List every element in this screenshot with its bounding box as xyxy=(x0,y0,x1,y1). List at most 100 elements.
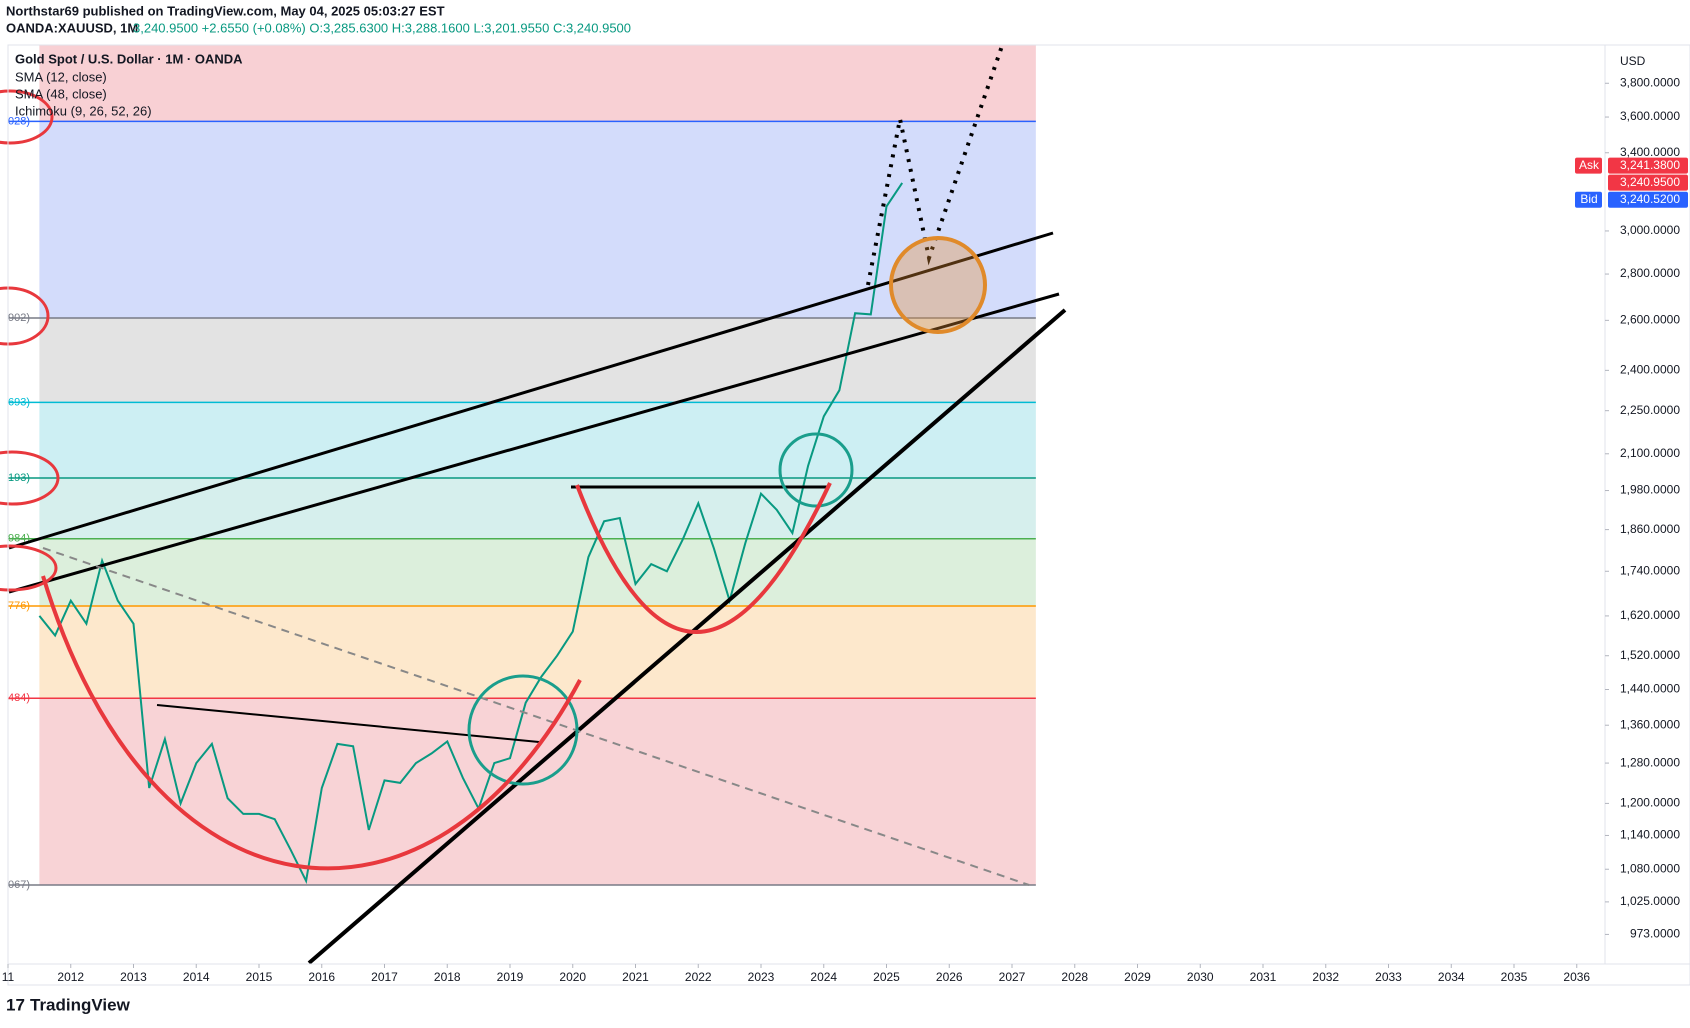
price-label: 3,240.9500 xyxy=(1620,175,1680,189)
price-label-box xyxy=(1608,157,1688,174)
x-tick-label: 2015 xyxy=(246,970,273,984)
cup-arc xyxy=(41,575,582,871)
target-circle xyxy=(889,236,987,334)
fib-label: 776) xyxy=(8,600,30,612)
fib-label: 028) xyxy=(8,115,30,127)
trendline xyxy=(8,292,1060,594)
y-tick-label: 3,600.0000 xyxy=(1620,109,1680,123)
x-tick-label: 2020 xyxy=(559,970,586,984)
fib-zone xyxy=(39,538,1036,606)
fib-zone xyxy=(39,121,1036,318)
legend-item: SMA (12, close) xyxy=(15,69,107,84)
y-tick-label: 2,600.0000 xyxy=(1620,313,1680,327)
frame xyxy=(7,44,1690,986)
projection xyxy=(866,42,1005,286)
y-tick-label: 2,400.0000 xyxy=(1620,363,1680,377)
x-tick-label: 2023 xyxy=(748,970,775,984)
fib-label: 193) xyxy=(8,472,30,484)
currency: USD xyxy=(1620,54,1646,68)
y-tick-label: 1,025.0000 xyxy=(1620,894,1680,908)
x-tick-label: 2021 xyxy=(622,970,649,984)
legend-title: Gold Spot / U.S. Dollar · 1M · OANDA xyxy=(15,51,243,66)
fib-zone xyxy=(39,698,1036,886)
axes: 973.0000 1,025.0000 1,080.0000 1,140.0000 1,… xyxy=(2,75,1688,984)
fib-label: 484) xyxy=(8,692,30,704)
price-line xyxy=(38,182,904,885)
x-tick-label: 2019 xyxy=(497,970,524,984)
y-tick-label: 1,620.0000 xyxy=(1620,608,1680,622)
fib-label: 984) xyxy=(8,533,30,545)
price-tag-box xyxy=(1575,157,1602,174)
marks xyxy=(38,182,904,885)
fib-zone xyxy=(39,478,1036,539)
logo-icon: 17 xyxy=(6,995,25,1014)
y-tick-label: 2,800.0000 xyxy=(1620,266,1680,280)
fib-label: 067) xyxy=(8,879,30,891)
y-tick-label: 3,400.0000 xyxy=(1620,145,1680,159)
ellipse xyxy=(0,450,60,506)
y-tick-label: 1,360.0000 xyxy=(1620,717,1680,731)
fib-zone xyxy=(39,45,1036,122)
y-tick-label: 973.0000 xyxy=(1630,927,1680,941)
y-tick-label: 2,100.0000 xyxy=(1620,446,1680,460)
price-label-box xyxy=(1608,174,1688,191)
symbol: OANDA:XAUUSD, 1M xyxy=(6,20,138,35)
y-tick-label: 1,280.0000 xyxy=(1620,755,1680,769)
fib-label: 693) xyxy=(8,396,30,408)
circle xyxy=(467,674,579,786)
y-tick-label: 1,520.0000 xyxy=(1620,648,1680,662)
x-tick-label: 11 xyxy=(2,970,15,984)
author: Northstar69 published on TradingView.com… xyxy=(6,3,445,18)
y-tick-label: 1,440.0000 xyxy=(1620,682,1680,696)
x-tick-label: 2035 xyxy=(1501,970,1528,984)
x-tick-label: 2025 xyxy=(873,970,900,984)
drawings xyxy=(0,42,1067,965)
price-tag: Bid xyxy=(1580,192,1597,206)
ellipse xyxy=(0,544,58,592)
x-tick-label: 2024 xyxy=(810,970,837,984)
footer-logo: TradingView xyxy=(30,995,131,1014)
quote: 3,240.9500 +2.6550 (+0.08%) O:3,285.6300… xyxy=(133,20,631,35)
trendline xyxy=(156,704,540,743)
x-tick-label: 2030 xyxy=(1187,970,1214,984)
x-tick-label: 2028 xyxy=(1061,970,1088,984)
legend-item: SMA (48, close) xyxy=(15,86,107,101)
y-tick-label: 1,080.0000 xyxy=(1620,861,1680,875)
price-tag: Ask xyxy=(1579,158,1600,172)
y-tick-label: 1,140.0000 xyxy=(1620,828,1680,842)
y-tick-label: 1,860.0000 xyxy=(1620,522,1680,536)
trendline xyxy=(8,231,1054,550)
y-tick-label: 1,200.0000 xyxy=(1620,796,1680,810)
x-tick-label: 2014 xyxy=(183,970,210,984)
ellipse xyxy=(0,89,54,145)
cup-arc xyxy=(575,482,832,634)
fib-label: 902) xyxy=(8,312,30,324)
x-tick-label: 2033 xyxy=(1375,970,1402,984)
x-tick-label: 2034 xyxy=(1438,970,1465,984)
y-tick-label: 1,980.0000 xyxy=(1620,483,1680,497)
price-tag-box xyxy=(1575,191,1602,208)
trendline xyxy=(307,308,1067,965)
x-tick-label: 2036 xyxy=(1563,970,1590,984)
dashed-trendline xyxy=(42,547,1030,886)
x-tick-label: 2027 xyxy=(999,970,1026,984)
price-label-box xyxy=(1608,191,1688,208)
x-tick-label: 2029 xyxy=(1124,970,1151,984)
fib-zone xyxy=(39,402,1036,479)
y-tick-label: 1,740.0000 xyxy=(1620,563,1680,577)
price-label: 3,240.5200 xyxy=(1620,192,1680,206)
price-label: 3,241.3800 xyxy=(1620,158,1680,172)
legend-item: Ichimoku (9, 26, 52, 26) xyxy=(15,103,152,118)
x-tick-label: 2031 xyxy=(1250,970,1277,984)
x-tick-label: 2012 xyxy=(57,970,84,984)
x-tick-label: 2022 xyxy=(685,970,712,984)
x-tick-label: 2032 xyxy=(1312,970,1339,984)
x-tick-label: 2018 xyxy=(434,970,461,984)
y-tick-label: 2,250.0000 xyxy=(1620,403,1680,417)
x-tick-label: 2016 xyxy=(308,970,335,984)
y-tick-label: 3,000.0000 xyxy=(1620,223,1680,237)
x-tick-label: 2017 xyxy=(371,970,398,984)
x-tick-label: 2026 xyxy=(936,970,963,984)
